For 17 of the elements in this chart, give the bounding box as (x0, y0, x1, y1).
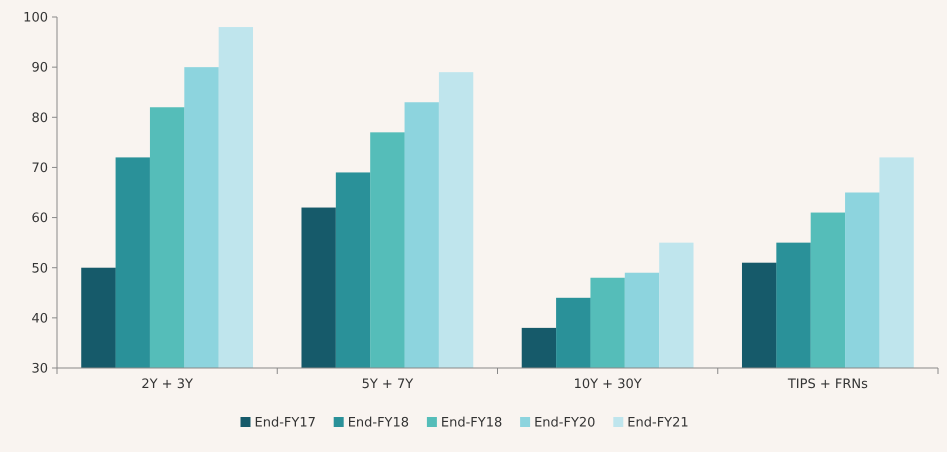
y-tick-label: 70 (31, 160, 48, 176)
y-tick-label: 100 (23, 10, 48, 26)
legend-label: End-FY18 (348, 416, 410, 431)
y-tick-label: 90 (31, 60, 48, 76)
x-tick-label: 2Y + 3Y (141, 377, 193, 392)
y-tick-label: 40 (31, 311, 48, 326)
legend-label: End-FY18 (440, 416, 502, 431)
y-tick-label: 30 (31, 362, 48, 377)
legend-label: End-FY17 (254, 416, 316, 431)
x-tick-label: 5Y + 7Y (362, 377, 414, 392)
x-tick-label: TIPS + FRNs (786, 377, 868, 392)
legend-label: End-FY21 (627, 416, 689, 431)
y-tick-label: 60 (31, 211, 48, 226)
y-tick-label: 80 (31, 110, 48, 126)
legend-label: End-FY20 (534, 416, 596, 431)
y-tick-label: 50 (31, 261, 48, 276)
x-tick-label: 10Y + 30Y (574, 377, 642, 392)
